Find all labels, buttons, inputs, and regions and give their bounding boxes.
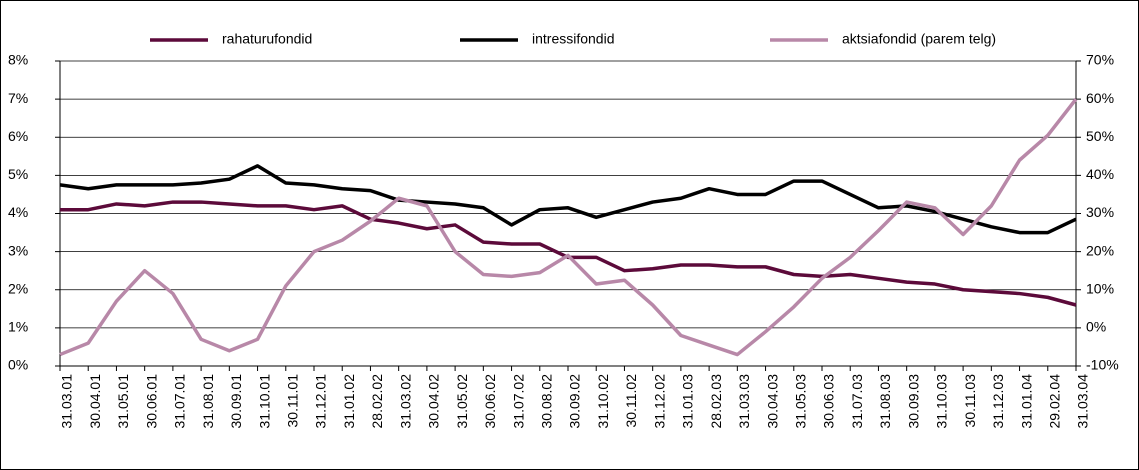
x-tick-label: 31.03.01 [59,374,75,429]
x-tick-label: 30.09.03 [905,374,921,429]
x-tick-label: 30.04.02 [426,374,442,429]
y-tick-label: 7% [8,90,28,106]
x-tick-label: 31.08.01 [200,374,216,429]
x-tick-label: 30.04.03 [764,374,780,429]
legend-label: intressifondid [532,31,615,47]
y-tick-label: 5% [8,166,28,182]
x-tick-label: 31.01.02 [341,374,357,429]
y2-tick-label: 40% [1086,166,1114,182]
x-tick-label: 31.07.02 [510,374,526,429]
x-tick-label: 29.02.04 [1046,374,1062,429]
x-tick-label: 31.10.02 [595,374,611,429]
y-tick-label: 3% [8,242,28,258]
x-tick-label: 30.06.03 [821,374,837,429]
x-tick-label: 31.01.04 [1018,374,1034,429]
y-tick-label: 0% [8,357,28,373]
x-tick-label: 31.12.03 [990,374,1006,429]
y-tick-label: 1% [8,319,28,335]
legend-label: aktsiafondid (parem telg) [842,31,996,47]
y2-tick-label: 70% [1086,52,1114,68]
series-line [59,98,1078,357]
y2-tick-label: 20% [1086,242,1114,258]
x-tick-label: 31.07.03 [849,374,865,429]
x-tick-label: 30.08.02 [538,374,554,429]
y-tick-label: 2% [8,280,28,296]
x-tick-label: 31.03.03 [736,374,752,429]
legend-label: rahaturufondid [222,31,312,47]
x-tick-label: 31.07.01 [172,374,188,429]
y2-tick-label: -10% [1086,357,1119,373]
x-tick-label: 31.10.01 [256,374,272,429]
x-tick-label: 31.01.03 [680,374,696,429]
x-tick-label: 31.05.03 [792,374,808,429]
y-tick-label: 8% [8,52,28,68]
y2-tick-label: 0% [1086,319,1106,335]
x-tick-label: 31.12.02 [651,374,667,429]
x-tick-label: 30.06.01 [143,374,159,429]
x-tick-label: 30.11.02 [623,374,639,428]
x-tick-label: 30.09.01 [228,374,244,429]
y2-tick-label: 10% [1086,280,1114,296]
x-tick-label: 30.06.02 [482,374,498,429]
x-tick-label: 31.12.01 [313,374,329,429]
x-tick-label: 31.03.04 [1075,374,1091,429]
y-tick-label: 4% [8,204,28,220]
x-tick-label: 28.02.02 [369,374,385,429]
x-tick-label: 31.08.03 [877,374,893,429]
y2-tick-label: 50% [1086,128,1114,144]
y-tick-label: 6% [8,128,28,144]
x-tick-label: 28.02.03 [708,374,724,429]
y2-tick-label: 30% [1086,204,1114,220]
y2-tick-label: 60% [1086,90,1114,106]
x-tick-label: 31.05.02 [454,374,470,429]
x-tick-label: 30.04.01 [87,374,103,429]
x-tick-label: 31.03.02 [397,374,413,429]
x-tick-label: 30.09.02 [567,374,583,429]
x-tick-label: 30.11.03 [962,374,978,428]
x-tick-label: 31.05.01 [115,374,131,429]
x-tick-label: 31.10.03 [934,374,950,429]
series-line [59,164,1077,235]
x-tick-label: 30.11.01 [284,374,300,428]
